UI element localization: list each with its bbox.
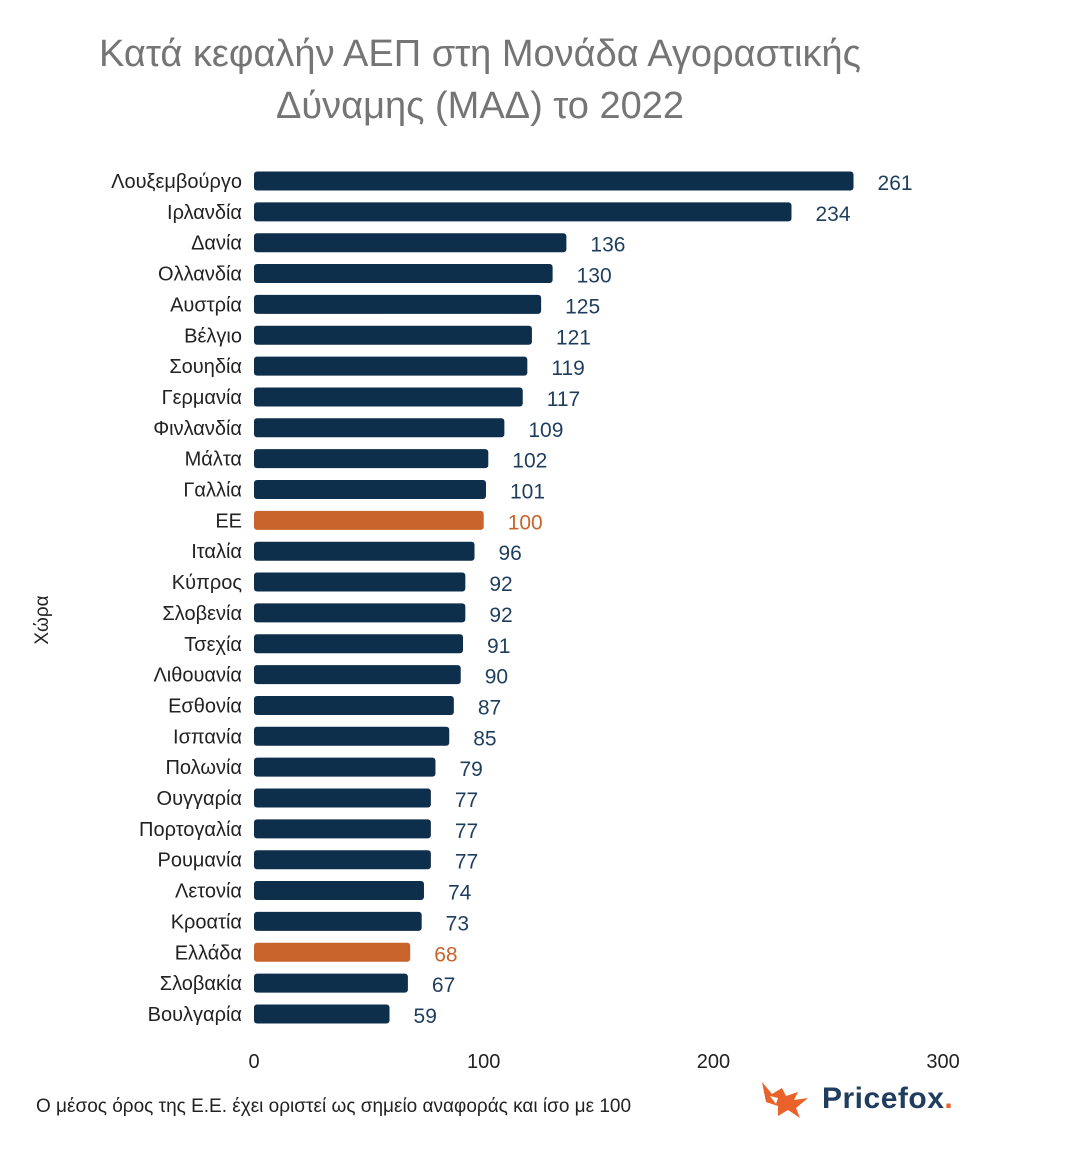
bar — [254, 1004, 390, 1024]
x-tick-label: 0 — [248, 1051, 259, 1073]
logo-dot: . — [944, 1082, 954, 1115]
value-label: 102 — [512, 450, 547, 473]
x-tick-label: 100 — [467, 1051, 500, 1073]
value-label: 77 — [455, 851, 478, 874]
value-label: 90 — [485, 666, 508, 689]
bar — [254, 171, 854, 191]
value-label: 136 — [590, 234, 625, 257]
x-tick-label: 200 — [697, 1051, 730, 1073]
logo-text: Pricefox. — [822, 1082, 953, 1116]
value-label: 261 — [878, 172, 913, 195]
value-label: 68 — [434, 943, 457, 966]
value-label: 92 — [489, 604, 512, 627]
category-label: Λουξεμβούργο — [111, 171, 242, 193]
value-label: 73 — [446, 912, 469, 935]
category-label: Γερμανία — [162, 387, 242, 409]
category-label: Ιταλία — [191, 541, 242, 563]
category-label: Κύπρος — [172, 572, 243, 594]
bar — [254, 634, 464, 654]
bar — [254, 911, 422, 931]
value-label: 234 — [815, 203, 850, 226]
category-label: Ολλανδία — [158, 264, 242, 286]
bar — [254, 356, 528, 376]
category-label: Βέλγιο — [184, 325, 242, 347]
category-label: Αυστρία — [170, 294, 242, 316]
bar — [254, 819, 431, 839]
pricefox-logo: Pricefox. — [756, 1078, 953, 1120]
value-label: 91 — [487, 635, 510, 658]
bar — [254, 757, 436, 777]
bar — [254, 264, 553, 284]
category-label: Ισπανία — [173, 726, 242, 748]
value-label: 96 — [499, 542, 522, 565]
bar — [254, 942, 411, 962]
bar — [254, 418, 505, 438]
bar — [254, 603, 466, 623]
category-label: Δανία — [191, 233, 242, 255]
bar — [254, 294, 542, 314]
bar — [254, 726, 450, 746]
category-label: Φινλανδία — [153, 418, 242, 440]
bar — [254, 449, 489, 469]
x-tick-label: 300 — [926, 1051, 959, 1073]
value-label: 130 — [577, 265, 612, 288]
chart-title: Κατά κεφαλήν ΑΕΠ στη Μονάδα Αγοραστικής … — [99, 33, 861, 127]
value-label: 109 — [528, 419, 563, 442]
category-label: Πορτογαλία — [139, 819, 242, 841]
category-label: Τσεχία — [184, 634, 242, 656]
bar-chart: Λουξεμβούργο 261 Ιρλανδία 234 Δανία 136 Ολλανδ… — [32, 171, 960, 1073]
value-label: 59 — [414, 1005, 437, 1028]
footnote: Ο μέσος όρος της Ε.Ε. έχει οριστεί ως ση… — [36, 1096, 632, 1117]
category-label: Λιθουανία — [153, 665, 242, 687]
value-label: 67 — [432, 974, 455, 997]
bar — [254, 881, 424, 901]
category-label: Ιρλανδία — [167, 202, 242, 224]
category-label: Μάλτα — [185, 449, 242, 471]
category-label: Σλοβακία — [160, 973, 242, 995]
category-label: Πολωνία — [165, 757, 242, 779]
category-label: Σλοβενία — [162, 603, 242, 625]
bar — [254, 695, 454, 715]
bar — [254, 665, 461, 685]
fox-icon — [762, 1082, 808, 1118]
category-label: Λετονία — [175, 881, 242, 903]
category-label: Εσθονία — [168, 695, 242, 717]
bar — [254, 387, 523, 407]
value-label: 117 — [547, 388, 580, 411]
category-label: Γαλλία — [183, 480, 242, 502]
value-label: 79 — [459, 758, 482, 781]
category-label: Ρουμανία — [158, 850, 243, 872]
bar — [254, 572, 466, 592]
category-label: Βουλγαρία — [148, 1004, 242, 1026]
value-label: 77 — [455, 789, 478, 812]
bar — [254, 510, 484, 530]
category-label: Σουηδία — [169, 356, 242, 378]
category-label: Ελλάδα — [175, 942, 242, 964]
bar — [254, 973, 408, 993]
category-label: Κροατία — [171, 911, 242, 933]
value-label: 101 — [510, 481, 545, 504]
value-label: 74 — [448, 882, 472, 905]
value-label: 119 — [551, 357, 584, 380]
bar — [254, 325, 532, 345]
bar — [254, 480, 486, 499]
value-label: 85 — [473, 727, 496, 750]
bar — [254, 233, 567, 253]
value-label: 87 — [478, 696, 501, 719]
category-label: Ουγγαρία — [157, 788, 242, 810]
category-label: ΕΕ — [215, 510, 242, 532]
y-axis-label: Χώρα — [32, 595, 53, 644]
value-label: 77 — [455, 820, 478, 843]
value-label: 125 — [565, 295, 600, 318]
value-label: 121 — [556, 326, 591, 349]
bar — [254, 202, 792, 222]
bar — [254, 850, 431, 870]
logo-name: Pricefox — [822, 1082, 945, 1115]
value-label: 100 — [508, 511, 543, 534]
bar — [254, 541, 475, 561]
bar — [254, 788, 431, 808]
value-label: 92 — [489, 573, 512, 596]
